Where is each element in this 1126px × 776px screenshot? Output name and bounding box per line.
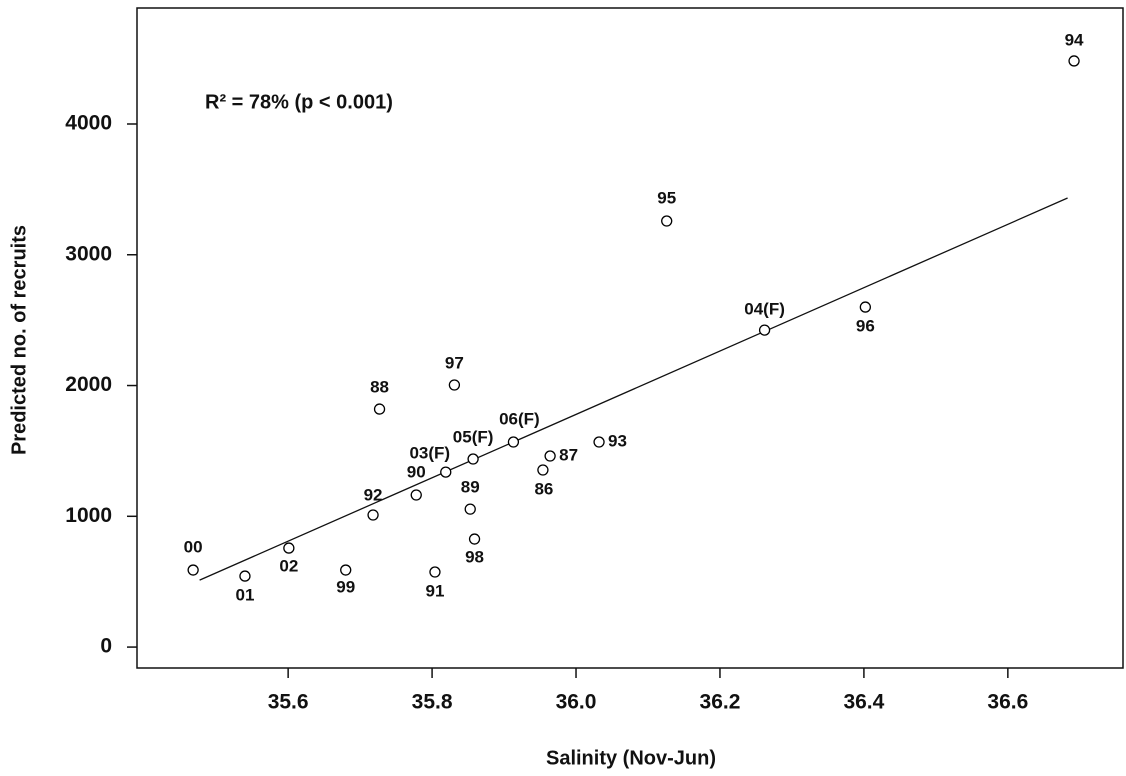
data-point [239, 570, 251, 582]
data-point [537, 464, 549, 476]
x-tick-label: 36.6 [987, 691, 1028, 714]
plot-frame [136, 7, 1124, 669]
point-label: 96 [856, 317, 875, 336]
x-tick-label: 35.8 [412, 691, 453, 714]
data-point [859, 301, 871, 313]
data-point [429, 566, 441, 578]
data-point [187, 564, 199, 576]
y-tick-label: 3000 [65, 242, 112, 265]
data-point [661, 215, 673, 227]
point-label: 88 [370, 378, 389, 397]
point-label: 93 [608, 432, 627, 451]
point-label: 98 [465, 548, 484, 567]
y-tick-label: 2000 [65, 373, 112, 396]
y-axis-title: Predicted no. of recruits [8, 225, 30, 455]
point-label: 94 [1065, 30, 1084, 49]
point-label: 01 [235, 586, 254, 605]
data-point [464, 503, 476, 515]
fit-line [199, 197, 1068, 581]
data-point [593, 436, 605, 448]
point-label: 06(F) [499, 410, 540, 429]
annotation: R² = 78% (p < 0.001) [205, 91, 393, 113]
point-label: 89 [461, 478, 480, 497]
point-label: 97 [445, 353, 464, 372]
data-point [507, 436, 520, 448]
point-label: 02 [279, 557, 298, 576]
y-tick-label: 1000 [65, 504, 112, 527]
point-label: 03(F) [409, 444, 450, 463]
x-axis-title: Salinity (Nov-Jun) [546, 747, 716, 769]
data-point [1068, 55, 1080, 67]
data-point [758, 324, 771, 336]
y-tick-label: 4000 [65, 112, 112, 135]
point-label: 00 [184, 538, 203, 557]
data-point [373, 403, 386, 415]
point-label: 87 [559, 446, 578, 465]
data-point [440, 466, 452, 478]
point-label: 95 [657, 189, 676, 208]
data-point [283, 542, 295, 554]
point-label: 91 [425, 581, 444, 600]
data-point [468, 533, 481, 545]
point-label: 05(F) [453, 428, 494, 447]
data-point [367, 509, 379, 521]
x-tick-label: 35.6 [268, 691, 309, 714]
x-tick-label: 36.2 [700, 691, 741, 714]
point-label: 04(F) [744, 300, 785, 319]
data-point [448, 379, 461, 391]
data-point [410, 489, 422, 501]
y-tick-label: 0 [100, 635, 112, 658]
data-point [340, 564, 352, 576]
point-label: 86 [534, 479, 553, 498]
x-tick-label: 36.0 [556, 691, 597, 714]
point-label: 90 [407, 462, 426, 481]
point-label: 99 [336, 578, 355, 597]
x-tick-label: 36.4 [843, 691, 884, 714]
point-label: 92 [364, 485, 383, 504]
data-point [467, 453, 479, 465]
data-point [544, 450, 556, 462]
